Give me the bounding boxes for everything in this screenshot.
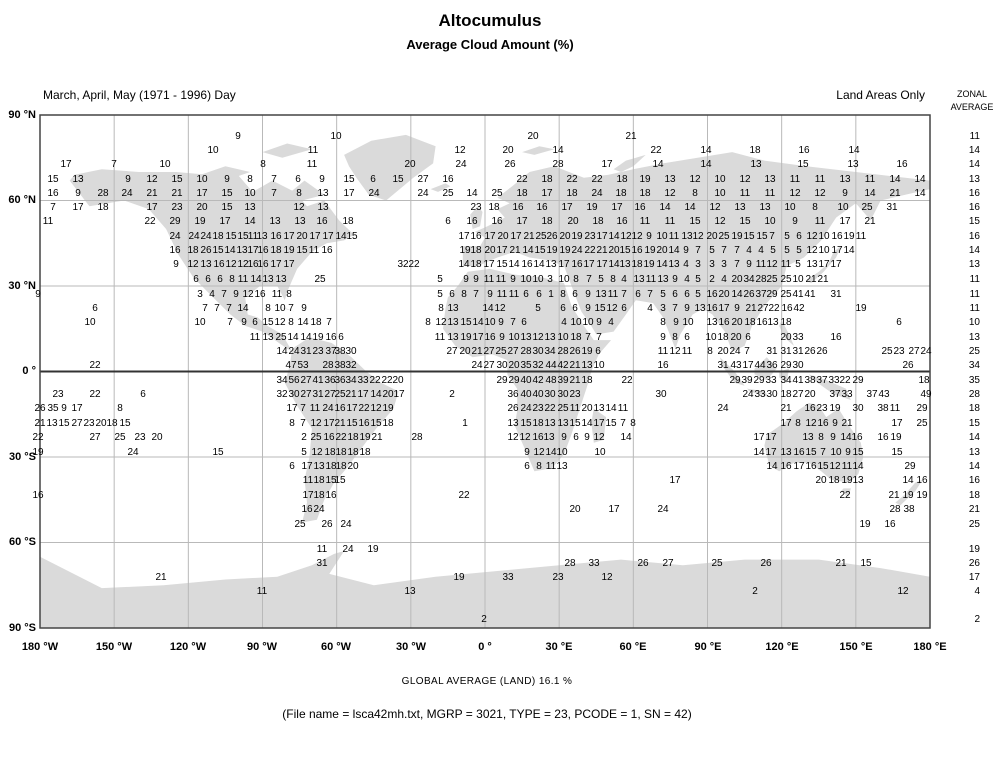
season-period-label: March, April, May (1971 - 1996) Day (43, 88, 236, 102)
gridlines (39, 114, 931, 629)
page-subtitle: Average Cloud Amount (%) (406, 37, 574, 52)
file-info-label: (File name = lsca42mh.txt, MGRP = 3021, … (282, 707, 692, 721)
zonal-average-header-line2: AVERAGE (950, 102, 994, 112)
global-average-label: GLOBAL AVERAGE (LAND) 16.1 % (401, 676, 573, 687)
zonal-average-header-line1: ZONAL (956, 89, 988, 99)
land-areas-only-label: Land Areas Only (836, 88, 925, 102)
page-title: Altocumulus (438, 11, 542, 30)
